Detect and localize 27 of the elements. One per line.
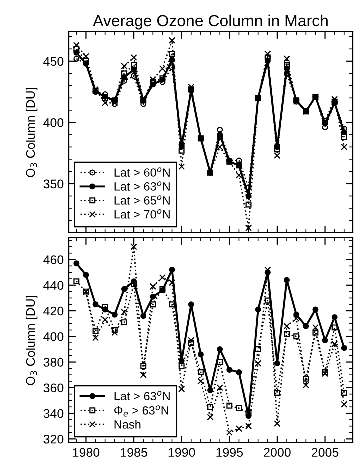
y-tick-label: 420 bbox=[44, 306, 64, 316]
y-tick-label: 440 bbox=[44, 281, 64, 290]
x-tick-label: 1990 bbox=[168, 448, 196, 458]
y-tick-label: 400 bbox=[44, 118, 64, 128]
legend-label: Nash bbox=[114, 420, 141, 429]
y-axis-title: O$_{3}$ Column [DU] bbox=[26, 296, 38, 386]
y-tick-label: 400 bbox=[44, 332, 64, 342]
legend-label: Lat > 65$^{o}$N bbox=[114, 196, 170, 205]
y-tick-label: 380 bbox=[44, 358, 64, 367]
y-tick-label: 350 bbox=[44, 180, 64, 189]
y-tick-label: 340 bbox=[44, 409, 64, 418]
chart-title: Average Ozone Column in March bbox=[93, 14, 328, 30]
y-tick-label: 450 bbox=[44, 57, 64, 66]
legend-label: Lat > 60$^{o}$N bbox=[114, 168, 170, 177]
y-tick-label: 460 bbox=[44, 256, 64, 264]
legend-label: Lat > 63$^{o}$N bbox=[114, 391, 170, 401]
x-tick-label: 1985 bbox=[121, 448, 148, 458]
legend-label: Φ$_{e}$ > 63$^{o}$N bbox=[114, 406, 168, 417]
x-tick-label: 1980 bbox=[73, 448, 100, 458]
legend-label: Lat > 70$^{o}$N bbox=[114, 210, 170, 219]
x-tick-label: 2005 bbox=[312, 448, 339, 458]
y-axis-title: O$_{3}$ Column [DU] bbox=[26, 88, 38, 178]
y-tick-label: 320 bbox=[44, 434, 64, 444]
x-tick-label: 1995 bbox=[216, 448, 244, 458]
x-tick-label: 2000 bbox=[264, 448, 291, 458]
y-tick-label: 360 bbox=[44, 384, 64, 393]
legend-label: Lat > 63$^{o}$N bbox=[114, 182, 170, 191]
